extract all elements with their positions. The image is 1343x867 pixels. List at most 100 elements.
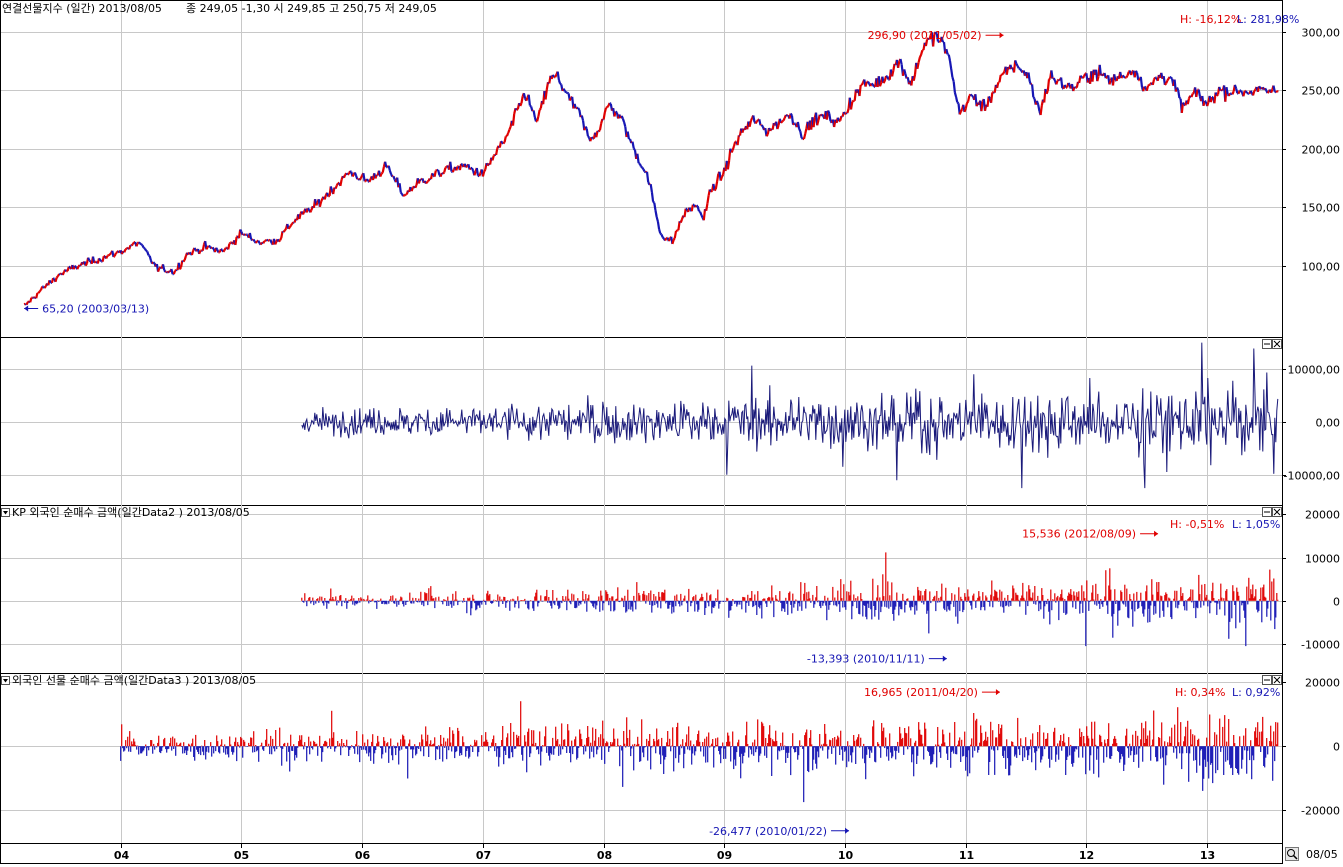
y-tick-label: 20000 bbox=[1305, 677, 1340, 690]
price-segment bbox=[240, 230, 241, 232]
price-segment bbox=[1171, 77, 1172, 78]
price-pane-ohlc: 종 249,05 -1,30 시 249,85 고 250,75 저 249,0… bbox=[186, 2, 437, 15]
y-tick-label: 300,00 bbox=[1302, 27, 1341, 40]
price-segment bbox=[685, 209, 686, 217]
price-segment bbox=[316, 203, 317, 206]
price-segment bbox=[717, 174, 718, 182]
price-segment bbox=[792, 115, 793, 124]
price-segment bbox=[203, 245, 204, 251]
price-segment bbox=[100, 260, 101, 261]
price-segment bbox=[250, 233, 251, 239]
price-segment bbox=[946, 49, 947, 54]
futures-minimize-icon[interactable] bbox=[1263, 676, 1272, 685]
extreme-annotation: 15,536 (2012/08/09) bbox=[1022, 528, 1158, 541]
price-segment bbox=[622, 116, 623, 119]
price-segment bbox=[716, 182, 717, 190]
price-pane bbox=[1, 1, 1283, 338]
price-segment bbox=[185, 256, 186, 260]
price-segment bbox=[506, 136, 507, 137]
price-segment bbox=[429, 179, 430, 182]
price-segment bbox=[401, 193, 402, 195]
price-segment bbox=[1083, 76, 1084, 78]
price-segment bbox=[217, 250, 218, 253]
futures-pane-title: 외국인 선물 순매수 금액(일간Data3 ) 2013/08/05 bbox=[12, 673, 256, 687]
y-tick-label: 0 bbox=[1333, 741, 1340, 754]
price-segment bbox=[1106, 77, 1107, 78]
zoom-icon[interactable] bbox=[1286, 848, 1299, 861]
price-segment bbox=[444, 168, 445, 173]
price-pane-title: 연결선물지수 (일간) 2013/08/05 bbox=[2, 1, 162, 15]
annotation-label: -26,477 (2010/01/22) bbox=[709, 825, 827, 838]
price-segment bbox=[955, 93, 956, 97]
price-segment bbox=[149, 255, 150, 256]
price-segment bbox=[254, 239, 255, 241]
price-segment bbox=[106, 256, 107, 259]
annotation-label: 15,536 (2012/08/09) bbox=[1022, 528, 1136, 541]
price-segment bbox=[733, 146, 734, 150]
price-segment bbox=[1068, 83, 1069, 84]
futures-pane-collapse-icon[interactable] bbox=[2, 677, 10, 685]
price-segment bbox=[956, 97, 957, 102]
price-segment bbox=[565, 91, 566, 92]
price-segment bbox=[505, 136, 506, 142]
price-segment bbox=[508, 130, 509, 133]
price-segment bbox=[415, 185, 416, 188]
price-segment bbox=[966, 103, 967, 108]
price-segment bbox=[400, 183, 401, 192]
price-segment bbox=[427, 181, 428, 182]
price-segment bbox=[1193, 93, 1194, 94]
price-segment bbox=[654, 203, 655, 211]
price-segment bbox=[847, 109, 848, 113]
price-segment bbox=[599, 130, 600, 132]
price-segment bbox=[1029, 73, 1030, 82]
kp-close-icon[interactable] bbox=[1273, 508, 1282, 517]
price-segment bbox=[530, 106, 531, 107]
price-segment bbox=[194, 248, 195, 250]
price-segment bbox=[981, 102, 982, 111]
price-segment bbox=[960, 112, 961, 115]
price-segment bbox=[158, 268, 159, 272]
price-segment bbox=[921, 50, 922, 55]
oscillator-close-icon[interactable] bbox=[1273, 340, 1282, 349]
price-segment bbox=[1080, 76, 1081, 78]
price-segment bbox=[132, 244, 133, 245]
price-segment bbox=[634, 149, 635, 151]
price-segment bbox=[845, 113, 846, 114]
price-segment bbox=[1041, 106, 1042, 115]
price-segment bbox=[142, 245, 143, 248]
price-segment bbox=[1003, 72, 1004, 74]
futures-close-icon[interactable] bbox=[1273, 676, 1282, 685]
price-segment bbox=[951, 69, 952, 77]
x-tick-label: 06 bbox=[355, 849, 371, 862]
price-segment bbox=[587, 129, 588, 137]
price-segment bbox=[656, 211, 657, 218]
price-segment bbox=[337, 183, 338, 185]
price-segment bbox=[1148, 85, 1149, 86]
price-segment bbox=[483, 172, 484, 177]
price-segment bbox=[1229, 93, 1230, 96]
price-segment bbox=[582, 116, 583, 121]
price-segment bbox=[1165, 84, 1166, 85]
price-segment bbox=[321, 199, 322, 202]
kp-minimize-icon[interactable] bbox=[1263, 508, 1272, 517]
price-segment bbox=[484, 170, 485, 172]
price-segment bbox=[331, 186, 332, 190]
price-segment bbox=[477, 168, 478, 176]
price-segment bbox=[1274, 86, 1275, 92]
price-segment bbox=[1253, 91, 1254, 95]
price-segment bbox=[559, 80, 560, 84]
price-segment bbox=[624, 122, 625, 127]
price-segment bbox=[479, 173, 480, 176]
price-segment bbox=[793, 124, 794, 125]
annotation-arrowhead bbox=[24, 305, 28, 311]
futures-stats-high: H: 0,34% bbox=[1175, 686, 1225, 699]
oscillator-minimize-icon[interactable] bbox=[1263, 340, 1272, 349]
y-tick-label: 150,00 bbox=[1302, 202, 1341, 215]
price-segment bbox=[1097, 76, 1098, 81]
price-segment bbox=[567, 93, 568, 94]
annotation-label: 296,90 (2011/05/02) bbox=[868, 29, 982, 42]
price-segment bbox=[1038, 105, 1039, 111]
price-segment bbox=[1131, 72, 1132, 76]
price-segment bbox=[798, 122, 799, 129]
kp-pane-collapse-icon[interactable] bbox=[2, 509, 10, 517]
